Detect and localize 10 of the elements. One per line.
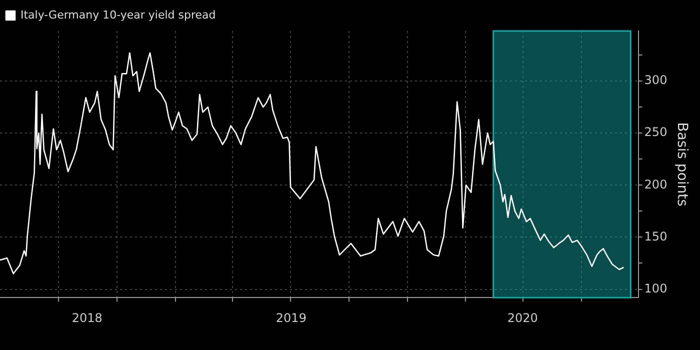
y-tick-label: 300 bbox=[644, 73, 668, 88]
y-tick-label: 250 bbox=[644, 125, 668, 140]
x-tick-label: 2019 bbox=[276, 310, 306, 325]
y-tick-label: 150 bbox=[644, 229, 668, 244]
y-tick-label: 100 bbox=[644, 281, 668, 296]
legend-label: Italy-Germany 10-year yield spread bbox=[20, 8, 216, 22]
y-axis-title: Basis points bbox=[674, 122, 690, 206]
y-tick-label: 200 bbox=[644, 177, 668, 192]
x-tick-label: 2018 bbox=[72, 310, 102, 325]
x-tick-label: 2020 bbox=[507, 310, 538, 325]
